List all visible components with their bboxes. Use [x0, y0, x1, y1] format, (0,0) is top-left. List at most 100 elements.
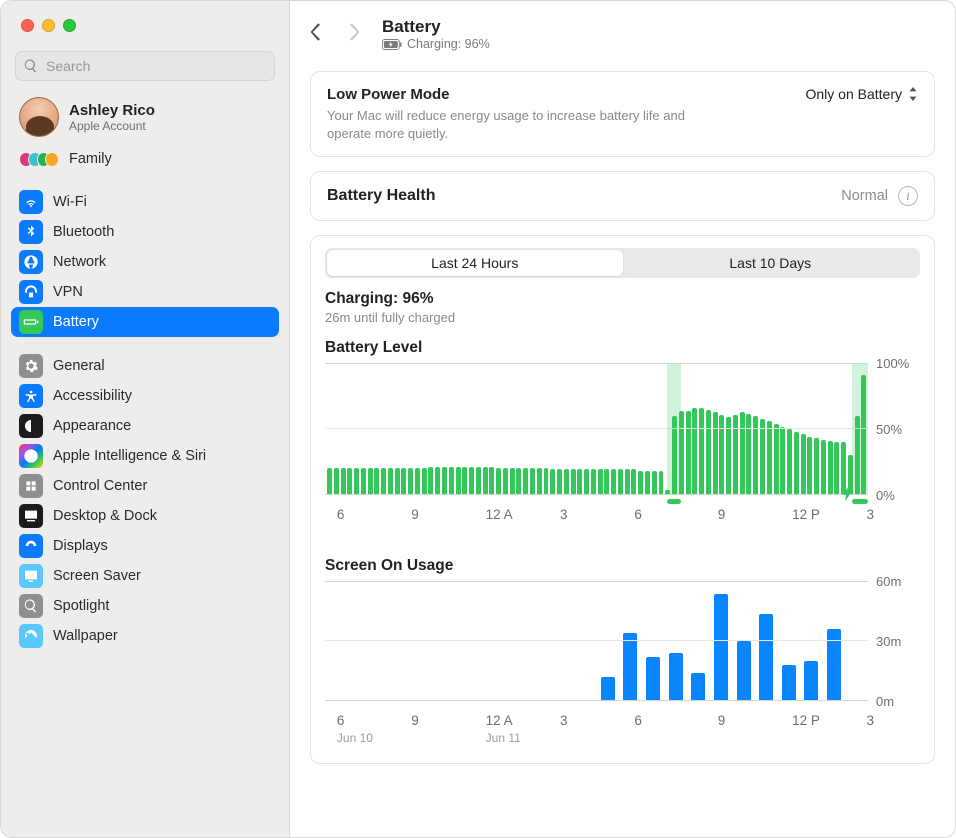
- level-bar: [537, 468, 542, 494]
- level-bar: [435, 467, 440, 494]
- level-bar: [354, 468, 359, 494]
- minimize-button[interactable]: [42, 19, 55, 32]
- level-bar: [408, 468, 413, 494]
- sidebar-item-vpn[interactable]: VPN: [11, 277, 279, 307]
- usage-bar: [714, 594, 728, 700]
- sidebar-item-label: Accessibility: [53, 388, 132, 404]
- zoom-button[interactable]: [63, 19, 76, 32]
- seg-10d[interactable]: Last 10 Days: [623, 250, 919, 276]
- sidebar-item-wifi[interactable]: Wi-Fi: [11, 187, 279, 217]
- sidebar-item-wallpaper[interactable]: Wallpaper: [11, 621, 279, 651]
- level-bar: [550, 469, 555, 494]
- accessibility-icon: [19, 384, 43, 408]
- info-button[interactable]: i: [898, 186, 918, 206]
- page-subtitle: Charging: 96%: [382, 37, 490, 51]
- battery-icon: [19, 310, 43, 334]
- sidebar-item-screen-saver[interactable]: Screen Saver: [11, 561, 279, 591]
- level-bar: [814, 438, 819, 494]
- level-bar: [361, 468, 366, 494]
- level-bar: [699, 408, 704, 494]
- sidebar-item-label: Control Center: [53, 478, 147, 494]
- sidebar-item-label: Wallpaper: [53, 628, 118, 644]
- sidebar-item-label: Apple Intelligence & Siri: [53, 448, 206, 464]
- sidebar-item-network[interactable]: Network: [11, 247, 279, 277]
- sidebar-item-general[interactable]: General: [11, 351, 279, 381]
- level-bar: [713, 412, 718, 494]
- avatar: [19, 97, 59, 137]
- level-bar: [733, 415, 738, 494]
- main-content: Battery Charging: 96% Low Power Mode You…: [290, 1, 955, 837]
- level-bar: [571, 469, 576, 494]
- level-bar: [719, 415, 724, 494]
- family-row[interactable]: Family: [11, 145, 279, 173]
- usage-bar: [737, 641, 751, 700]
- level-bar: [625, 469, 630, 494]
- sidebar-item-label: Bluetooth: [53, 224, 114, 240]
- level-bar: [395, 468, 400, 494]
- level-bar: [503, 468, 508, 494]
- chart-panel: Last 24 Hours Last 10 Days Charging: 96%…: [310, 235, 935, 764]
- sidebar-item-bluetooth[interactable]: Bluetooth: [11, 217, 279, 247]
- sidebar-item-accessibility[interactable]: Accessibility: [11, 381, 279, 411]
- level-bar: [489, 467, 494, 494]
- level-bar: [483, 467, 488, 494]
- sidebar-item-ai-siri[interactable]: Apple Intelligence & Siri: [11, 441, 279, 471]
- sidebar-item-label: Spotlight: [53, 598, 109, 614]
- sidebar-item-label: Desktop & Dock: [53, 508, 157, 524]
- general-icon: [19, 354, 43, 378]
- level-bar: [516, 468, 521, 494]
- seg-24h[interactable]: Last 24 Hours: [327, 250, 623, 276]
- nav-back-button[interactable]: [306, 21, 324, 48]
- ai-siri-icon: [19, 444, 43, 468]
- low-power-mode-panel: Low Power Mode Your Mac will reduce ener…: [310, 71, 935, 157]
- sidebar-item-displays[interactable]: Displays: [11, 531, 279, 561]
- level-bar: [462, 467, 467, 494]
- sidebar-item-appearance[interactable]: Appearance: [11, 411, 279, 441]
- sidebar-item-label: Appearance: [53, 418, 131, 434]
- vpn-icon: [19, 280, 43, 304]
- level-chart-title: Battery Level: [325, 339, 920, 357]
- charging-status: Charging: 96%: [325, 290, 920, 308]
- close-button[interactable]: [21, 19, 34, 32]
- lpm-desc: Your Mac will reduce energy usage to inc…: [327, 107, 697, 142]
- level-bar: [496, 468, 501, 494]
- sidebar-item-desktop-dock[interactable]: Desktop & Dock: [11, 501, 279, 531]
- level-bar: [401, 468, 406, 494]
- level-bar: [428, 467, 433, 494]
- level-bar: [611, 469, 616, 494]
- desktop-dock-icon: [19, 504, 43, 528]
- level-bar: [530, 468, 535, 494]
- screen-saver-icon: [19, 564, 43, 588]
- level-bar: [706, 410, 711, 495]
- sidebar-item-spotlight[interactable]: Spotlight: [11, 591, 279, 621]
- level-bar: [604, 469, 609, 494]
- page-title: Battery: [382, 17, 490, 37]
- family-label: Family: [69, 151, 112, 167]
- level-bar: [780, 427, 785, 495]
- usage-bar: [691, 673, 705, 701]
- sidebar-item-label: Network: [53, 254, 106, 270]
- search-icon: [23, 58, 39, 74]
- nav-forward-button[interactable]: [346, 21, 364, 48]
- search-input[interactable]: [15, 51, 275, 81]
- level-bar: [584, 469, 589, 494]
- battery-charging-icon: [382, 39, 402, 50]
- usage-chart: 0m30m60m: [325, 581, 920, 701]
- usage-bar: [601, 677, 615, 701]
- settings-window: Ashley Rico Apple Account Family Wi-Fi Bl…: [0, 0, 956, 838]
- wifi-icon: [19, 190, 43, 214]
- level-bar: [801, 434, 806, 494]
- level-bar: [638, 471, 643, 494]
- search-container: [15, 51, 275, 81]
- account-row[interactable]: Ashley Rico Apple Account: [11, 91, 279, 143]
- level-bar: [347, 468, 352, 494]
- level-bar: [334, 468, 339, 494]
- level-bar: [645, 471, 650, 494]
- usage-chart-title: Screen On Usage: [325, 557, 920, 575]
- level-bar: [591, 469, 596, 494]
- lpm-select[interactable]: Only on Battery: [806, 86, 919, 102]
- sidebar-item-battery[interactable]: Battery: [11, 307, 279, 337]
- level-bar: [415, 468, 420, 494]
- sidebar-item-control-center[interactable]: Control Center: [11, 471, 279, 501]
- level-bar: [631, 469, 636, 494]
